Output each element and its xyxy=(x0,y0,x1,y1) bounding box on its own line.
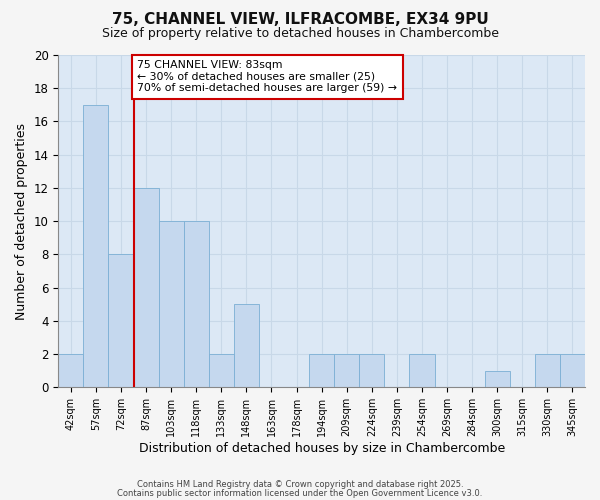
Text: Contains public sector information licensed under the Open Government Licence v3: Contains public sector information licen… xyxy=(118,488,482,498)
Bar xyxy=(58,354,83,388)
Text: 75, CHANNEL VIEW, ILFRACOMBE, EX34 9PU: 75, CHANNEL VIEW, ILFRACOMBE, EX34 9PU xyxy=(112,12,488,28)
Bar xyxy=(359,354,385,388)
Bar xyxy=(334,354,359,388)
Bar xyxy=(184,221,209,388)
Bar xyxy=(158,221,184,388)
Text: 75 CHANNEL VIEW: 83sqm
← 30% of detached houses are smaller (25)
70% of semi-det: 75 CHANNEL VIEW: 83sqm ← 30% of detached… xyxy=(137,60,397,93)
Bar xyxy=(409,354,434,388)
Bar xyxy=(134,188,158,388)
Bar xyxy=(535,354,560,388)
Bar xyxy=(560,354,585,388)
Bar xyxy=(309,354,334,388)
Bar xyxy=(109,254,134,388)
Y-axis label: Number of detached properties: Number of detached properties xyxy=(15,122,28,320)
Text: Size of property relative to detached houses in Chambercombe: Size of property relative to detached ho… xyxy=(101,28,499,40)
Bar xyxy=(485,370,510,388)
Bar xyxy=(209,354,234,388)
Bar xyxy=(83,105,109,388)
Text: Contains HM Land Registry data © Crown copyright and database right 2025.: Contains HM Land Registry data © Crown c… xyxy=(137,480,463,489)
X-axis label: Distribution of detached houses by size in Chambercombe: Distribution of detached houses by size … xyxy=(139,442,505,455)
Bar xyxy=(234,304,259,388)
